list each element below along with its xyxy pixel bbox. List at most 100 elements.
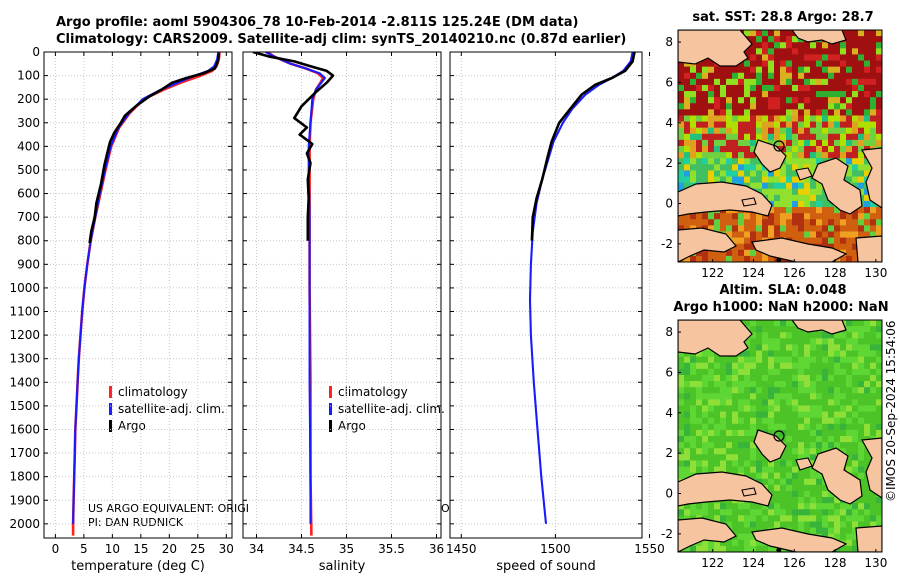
map-cell	[852, 243, 859, 251]
map-cell	[870, 219, 877, 226]
map-cell	[804, 146, 811, 153]
map-cell	[798, 213, 805, 220]
map-cell	[774, 78, 781, 86]
map-cell	[696, 133, 703, 141]
map-cell	[750, 539, 757, 547]
map-cell	[696, 97, 703, 104]
map-cell	[762, 213, 769, 220]
map-cell	[804, 374, 811, 382]
map-cell	[738, 374, 745, 382]
map-cell	[738, 176, 745, 184]
map-cell	[774, 30, 781, 37]
map-cell	[786, 42, 793, 49]
map-cell	[792, 182, 799, 190]
map-cell	[828, 237, 835, 245]
map-cell	[786, 188, 793, 196]
map-cell	[708, 381, 715, 388]
map-cell	[762, 30, 769, 37]
map-cell	[720, 356, 727, 364]
map-cell	[858, 381, 865, 388]
map-cell	[756, 320, 763, 327]
map-cell	[708, 399, 715, 406]
map-cell	[846, 417, 853, 425]
map-cell	[684, 545, 691, 552]
map-cell	[726, 374, 733, 382]
map-cell	[870, 411, 877, 419]
map-cell	[786, 387, 793, 394]
map-cell	[750, 121, 757, 129]
map-cell	[846, 454, 853, 461]
map-cell	[780, 115, 787, 122]
map-cell	[756, 164, 763, 171]
map-cell	[792, 478, 799, 486]
map-cell	[804, 344, 811, 351]
map-cell	[744, 219, 751, 226]
map-cell	[774, 478, 781, 486]
map-cell	[726, 158, 733, 165]
map-cell	[852, 42, 859, 49]
map-cell	[726, 405, 733, 412]
map-cell	[768, 115, 775, 122]
map-cell	[762, 115, 769, 122]
map-cell	[840, 219, 847, 226]
map-cell	[792, 60, 799, 68]
map-cell	[804, 231, 811, 238]
map-cell	[780, 503, 787, 510]
map-cell	[804, 176, 811, 184]
map-cell	[870, 362, 877, 370]
map-cell	[774, 36, 781, 43]
map-cell	[840, 332, 847, 339]
map-cell	[768, 176, 775, 184]
map-cell	[726, 399, 733, 406]
map-cell	[702, 176, 709, 184]
map-cell	[726, 78, 733, 86]
map-cell	[804, 429, 811, 437]
map-cell	[678, 472, 685, 480]
map-cell	[816, 109, 823, 116]
map-cell	[726, 368, 733, 376]
map-cell	[786, 515, 793, 522]
map-cell	[768, 36, 775, 43]
map-cell	[846, 393, 853, 400]
map-cell	[738, 368, 745, 376]
map-cell	[774, 350, 781, 358]
map-cell	[702, 374, 709, 382]
map-cell	[804, 188, 811, 196]
panel-frame	[449, 51, 643, 539]
map-cell	[876, 338, 882, 345]
map-cell	[870, 338, 877, 345]
map-cell	[732, 97, 739, 104]
map-cell	[762, 60, 769, 68]
map-cell	[744, 368, 751, 376]
map-cell	[852, 115, 859, 122]
map-cell	[678, 405, 685, 412]
map-cell	[750, 139, 757, 147]
map-cell	[744, 423, 751, 431]
map-cell	[876, 133, 882, 141]
map-cell	[708, 72, 715, 80]
map-cell	[726, 545, 733, 552]
map-cell	[690, 545, 697, 552]
map-cell	[804, 158, 811, 165]
map-cell	[774, 399, 781, 406]
map-cell	[864, 231, 871, 238]
map-cell	[834, 213, 841, 220]
map-cell	[756, 60, 763, 68]
map-cell	[798, 503, 805, 510]
x-tick-label: 30	[219, 542, 234, 556]
map-cell	[750, 91, 757, 98]
map-cell	[762, 91, 769, 98]
map-cell	[864, 109, 871, 116]
map-cell	[750, 48, 757, 55]
map-cell	[792, 152, 799, 159]
map-cell	[702, 362, 709, 370]
map-cell	[810, 436, 817, 443]
map-cell	[756, 109, 763, 116]
map-cell	[840, 243, 847, 251]
map-cell	[684, 121, 691, 129]
y-tick-label: 200	[17, 92, 40, 106]
map-cell	[828, 368, 835, 376]
map-cell	[678, 213, 685, 220]
map-cell	[846, 66, 853, 74]
map-cell	[702, 436, 709, 443]
